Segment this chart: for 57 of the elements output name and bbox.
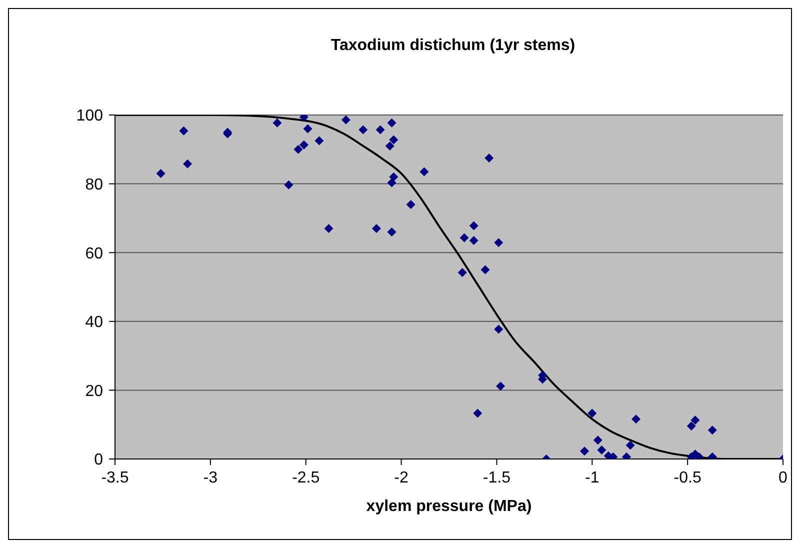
point — [593, 436, 602, 445]
point — [473, 408, 482, 418]
point — [494, 238, 504, 248]
y-tick-label: 60 — [85, 245, 104, 262]
point — [580, 446, 590, 456]
point — [626, 440, 635, 450]
point — [460, 233, 469, 242]
x-tick-label: -1 — [585, 469, 600, 486]
point — [494, 324, 504, 334]
point — [389, 135, 398, 144]
chart-title: Taxodium distichum (1yr stems) — [330, 37, 576, 55]
x-tick-label: -3.5 — [101, 469, 129, 486]
point — [183, 159, 192, 168]
point — [458, 268, 467, 278]
y-tick-label: 0 — [94, 452, 104, 469]
point — [484, 154, 494, 162]
point — [469, 236, 478, 246]
point — [156, 168, 166, 178]
point — [597, 446, 606, 455]
y-tick-label: 80 — [85, 176, 104, 194]
x-tick-label: -0.5 — [674, 469, 702, 486]
point — [376, 125, 385, 134]
point — [294, 144, 303, 154]
point — [387, 227, 396, 236]
point — [372, 224, 381, 234]
point — [496, 382, 506, 391]
point — [389, 172, 398, 182]
y-tick-label: 40 — [85, 314, 104, 332]
x-tick-label: -2.5 — [292, 469, 320, 486]
point — [686, 421, 696, 430]
point — [324, 224, 334, 234]
point — [272, 118, 282, 128]
point — [179, 126, 188, 136]
x-tick-label: -3 — [203, 469, 218, 486]
point — [708, 426, 717, 435]
point — [385, 141, 394, 150]
y-tick-label: 100 — [76, 108, 104, 125]
point — [341, 115, 350, 124]
point — [632, 414, 641, 424]
x-tick-label: 0 — [778, 469, 788, 486]
point — [588, 408, 597, 418]
point — [480, 265, 490, 274]
point — [303, 124, 312, 134]
point — [299, 140, 308, 150]
x-tick-label: -1.5 — [482, 469, 511, 486]
x-tick-label: -2 — [394, 469, 408, 486]
point — [387, 178, 396, 188]
point — [420, 167, 429, 176]
point — [284, 180, 294, 190]
point — [690, 416, 700, 425]
y-tick-label: 20 — [85, 382, 104, 400]
point — [358, 125, 368, 134]
point — [314, 136, 324, 146]
point — [469, 221, 478, 230]
point — [387, 118, 396, 128]
point — [406, 200, 416, 209]
x-axis-title: xylem pressure (MPa) — [366, 498, 532, 515]
